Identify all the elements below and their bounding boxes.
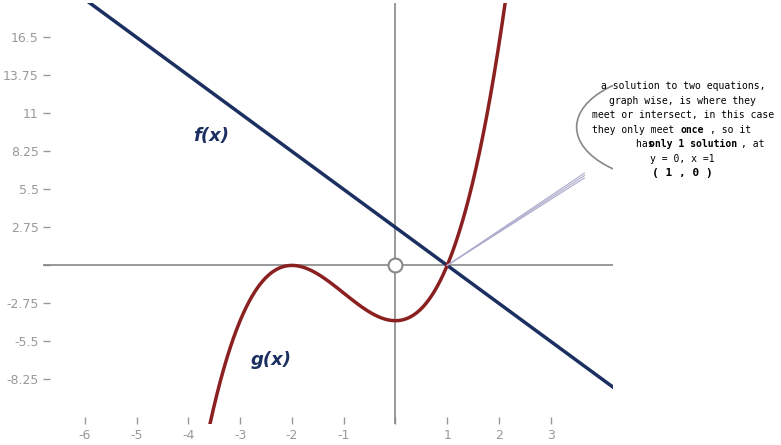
- Ellipse shape: [576, 72, 781, 182]
- Text: a solution to two equations,: a solution to two equations,: [601, 81, 765, 91]
- Text: , at: , at: [740, 139, 765, 150]
- Text: ( 1 , 0 ): ( 1 , 0 ): [652, 169, 713, 178]
- Text: only 1 solution: only 1 solution: [649, 139, 737, 150]
- Text: has: has: [637, 139, 660, 150]
- Text: y = 0, x =1: y = 0, x =1: [651, 154, 715, 164]
- Text: graph wise, is where they: graph wise, is where they: [609, 96, 756, 106]
- Text: they only meet: they only meet: [592, 125, 680, 135]
- Text: f(x): f(x): [194, 127, 230, 145]
- Text: once: once: [680, 125, 704, 135]
- Text: meet or intersect, in this case: meet or intersect, in this case: [592, 110, 774, 121]
- Text: , so it: , so it: [710, 125, 751, 135]
- Text: g(x): g(x): [251, 351, 291, 369]
